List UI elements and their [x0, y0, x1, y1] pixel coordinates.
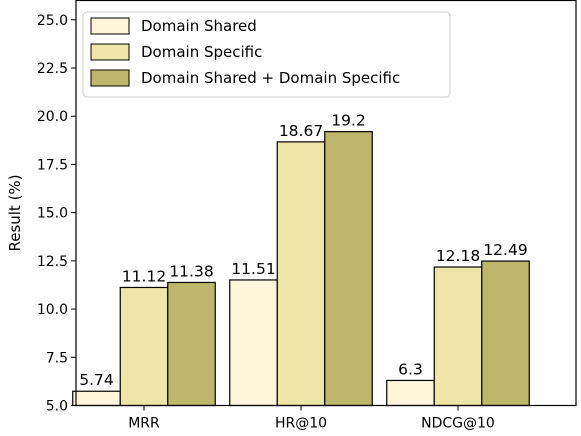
legend-swatch [90, 69, 130, 87]
data-label: 6.3 [398, 360, 423, 378]
bar [229, 279, 278, 407]
y-tick-label: 22.5 [37, 61, 68, 77]
bar [167, 281, 216, 407]
legend-entry: Domain Shared [141, 17, 257, 35]
y-tick-label: 12.5 [37, 254, 68, 270]
data-labels: 5.74 11.12 11.38 11.51 18.67 19.2 6.3 12.18 12.4… [79, 112, 527, 390]
data-label: 5.74 [79, 371, 114, 389]
x-ticks: MRR HR@10 NDCG@10 [128, 405, 495, 432]
y-tick-label: 10.0 [37, 302, 68, 318]
legend-box [82, 11, 451, 98]
legend: Domain Shared Domain Specific Domain Share… [82, 11, 451, 98]
x-tick-label: NDCG@10 [421, 416, 495, 432]
data-label: 12.49 [483, 241, 527, 259]
data-label: 19.2 [331, 112, 366, 130]
data-label: 11.12 [122, 267, 166, 285]
legend-entry: Domain Specific [141, 43, 262, 61]
bar [386, 379, 435, 407]
bar [433, 266, 483, 407]
y-tick-label: 25.0 [37, 13, 68, 29]
data-label: 11.38 [169, 262, 213, 280]
y-ticks: 5.0 7.5 10.0 12.5 15.0 17.5 20.0 22.5 25.0 [37, 13, 76, 415]
legend-entry: Domain Shared + Domain Specific [141, 69, 400, 87]
plot-frame [75, 0, 577, 407]
legend-swatch [90, 43, 130, 61]
bar [119, 286, 169, 407]
x-tick-label: HR@10 [275, 416, 327, 432]
x-tick-label: MRR [128, 416, 160, 432]
data-label: 18.67 [279, 122, 323, 140]
bar [324, 131, 373, 407]
bars [72, 131, 530, 407]
data-label: 11.51 [231, 260, 275, 278]
y-axis-label-group: Result (%) [6, 174, 24, 251]
y-tick-label: 5.0 [46, 399, 68, 415]
y-tick-label: 15.0 [37, 206, 68, 222]
bar [481, 260, 530, 407]
y-tick-label: 7.5 [46, 350, 68, 366]
data-label: 12.18 [436, 247, 480, 265]
legend-swatch [90, 17, 130, 35]
bar [72, 390, 121, 407]
y-tick-label: 17.5 [37, 157, 68, 173]
y-tick-label: 20.0 [37, 109, 68, 125]
y-axis-label: Result (%) [6, 174, 24, 251]
bar [276, 141, 326, 407]
